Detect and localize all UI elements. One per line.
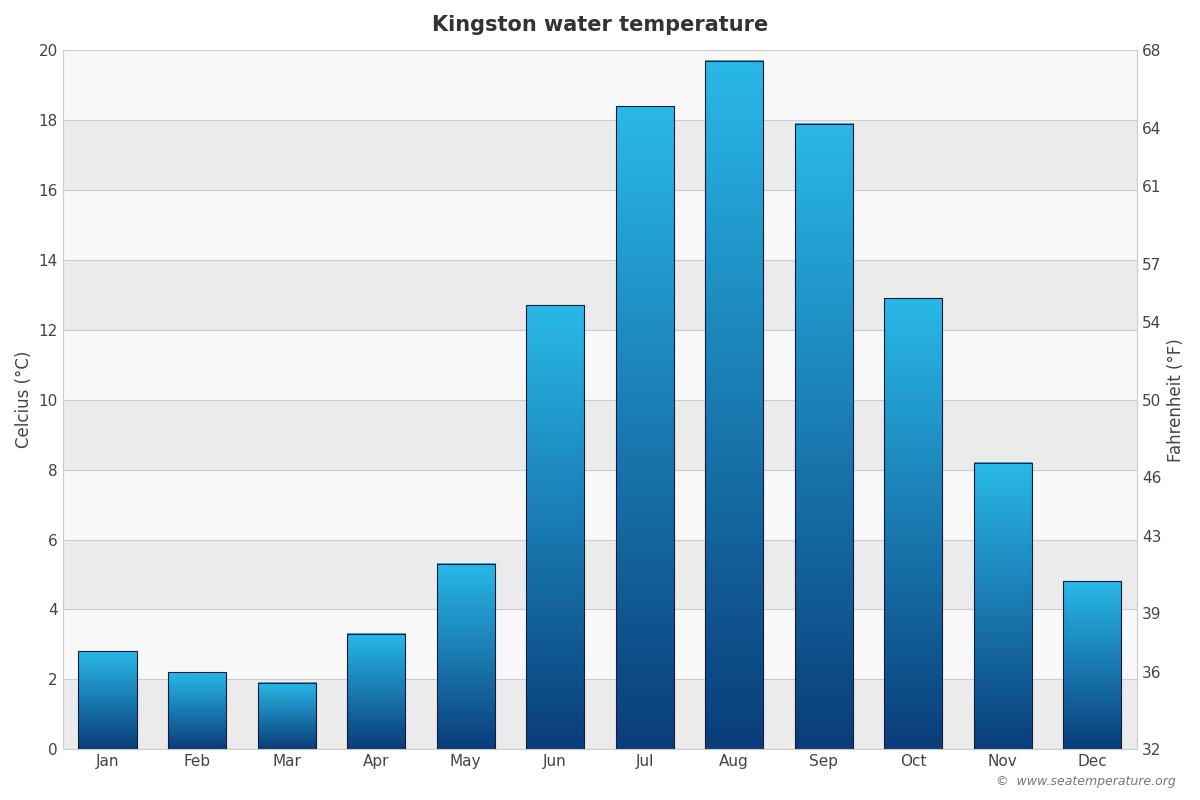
Y-axis label: Celcius (°C): Celcius (°C) xyxy=(14,351,34,449)
Bar xyxy=(62,539,1138,610)
Bar xyxy=(62,120,1138,190)
Bar xyxy=(437,564,494,749)
Bar xyxy=(78,651,137,749)
Bar xyxy=(973,462,1032,749)
Bar xyxy=(706,61,763,749)
Bar xyxy=(62,260,1138,330)
Text: ©  www.seatemperature.org: © www.seatemperature.org xyxy=(996,775,1176,788)
Bar xyxy=(794,124,853,749)
Bar xyxy=(347,634,406,749)
Bar xyxy=(62,330,1138,400)
Bar xyxy=(62,610,1138,679)
Bar xyxy=(62,470,1138,539)
Bar xyxy=(168,672,226,749)
Bar xyxy=(884,298,942,749)
Bar xyxy=(62,679,1138,749)
Bar xyxy=(258,682,316,749)
Bar xyxy=(526,306,584,749)
Bar xyxy=(62,400,1138,470)
Bar xyxy=(62,50,1138,120)
Bar xyxy=(62,190,1138,260)
Bar xyxy=(1063,582,1122,749)
Y-axis label: Fahrenheit (°F): Fahrenheit (°F) xyxy=(1166,338,1186,462)
Title: Kingston water temperature: Kingston water temperature xyxy=(432,15,768,35)
Bar xyxy=(616,106,673,749)
